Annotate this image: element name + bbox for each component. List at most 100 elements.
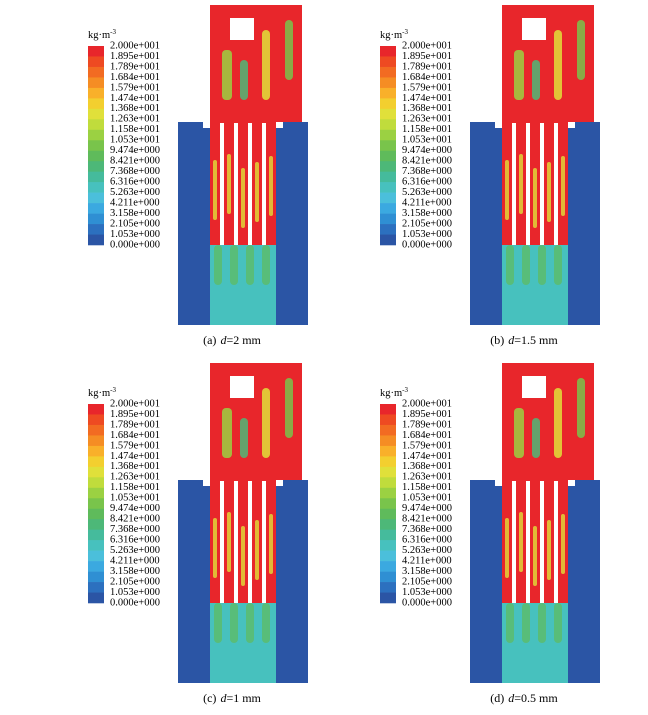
legend-label: 7.368e+000 xyxy=(110,166,160,177)
colorbar-band xyxy=(88,213,104,225)
legend-label: 2.000e+001 xyxy=(402,398,452,409)
caption: (d) d=0.5 mm xyxy=(490,691,558,705)
colorbar-band xyxy=(380,108,396,120)
legend-label: 6.316e+000 xyxy=(110,535,160,546)
flow-streak xyxy=(577,20,585,80)
legend-label: 6.316e+000 xyxy=(402,535,452,546)
legend-label: 3.158e+000 xyxy=(110,208,160,219)
flow-streak xyxy=(554,603,562,643)
panel: kg·m-32.000e+0011.895e+0011.789e+0011.68… xyxy=(380,363,600,705)
flow-streak xyxy=(241,168,245,228)
colorbar-band xyxy=(380,571,396,583)
unit: kg·m xyxy=(380,30,402,41)
flow-streak xyxy=(262,30,270,100)
colorbar-band xyxy=(380,592,396,604)
flow-streak xyxy=(519,512,523,572)
caption-symbol: d xyxy=(220,333,227,347)
legend-label: 1.684e+001 xyxy=(402,72,452,83)
colorbar-band xyxy=(88,224,104,235)
legend-label: 0.000e+000 xyxy=(402,239,452,250)
caption-value: =0.5 mm xyxy=(514,691,558,705)
legend-label: 1.053e+000 xyxy=(110,587,160,598)
colorbar-band xyxy=(88,140,104,152)
legend-label: 1.684e+001 xyxy=(110,72,160,83)
legend-label: 5.263e+000 xyxy=(110,545,160,556)
colorbar-band xyxy=(380,224,396,235)
flow-streak xyxy=(255,520,259,580)
flow-streak xyxy=(240,418,248,458)
caption-value: =1.5 mm xyxy=(514,333,558,347)
flow-streak xyxy=(554,388,562,458)
caption-label: (d) xyxy=(490,691,504,705)
flow-streak xyxy=(577,378,585,438)
colorbar-band xyxy=(88,477,104,489)
colorbar-band xyxy=(380,561,396,572)
flow-streak xyxy=(514,50,524,100)
colorbar-band xyxy=(88,171,104,183)
legend-label: 1.158e+001 xyxy=(402,124,452,135)
right-wall xyxy=(568,480,600,683)
colorbar-band xyxy=(88,119,104,131)
colorbar-band xyxy=(380,456,396,468)
caption-label: (b) xyxy=(490,333,504,347)
flow-streak xyxy=(285,378,293,438)
colorbar-band xyxy=(88,77,104,89)
caption: (a) d=2 mm xyxy=(203,333,261,347)
caption-label: (c) xyxy=(203,691,216,705)
colorbar-band xyxy=(88,592,104,604)
caption-value: =1 mm xyxy=(226,691,261,705)
colorbar-band xyxy=(380,519,396,530)
legend-label: 2.105e+000 xyxy=(110,218,160,229)
colorbar-band xyxy=(88,487,104,499)
legend-label: 1.474e+001 xyxy=(110,451,160,462)
colorbar-band xyxy=(380,77,396,89)
colorbar-band xyxy=(380,414,396,426)
notch xyxy=(276,480,283,486)
legend-label: 1.474e+001 xyxy=(402,451,452,462)
colorbar-band xyxy=(380,46,396,57)
colorbar-band xyxy=(88,129,104,141)
colorbar-band xyxy=(88,404,104,415)
legend-label: 1.263e+001 xyxy=(110,472,160,483)
legend-label: 3.158e+000 xyxy=(110,566,160,577)
left-wall xyxy=(470,480,502,683)
flow-streak xyxy=(255,162,259,222)
legend-label: 3.158e+000 xyxy=(402,566,452,577)
legend-label: 5.263e+000 xyxy=(402,187,452,198)
colorbar-band xyxy=(380,582,396,593)
colorbar-band xyxy=(88,529,104,541)
unit: kg·m xyxy=(88,388,110,399)
colorbar-band xyxy=(88,87,104,99)
legend-label: 9.474e+000 xyxy=(110,145,160,156)
inlet-hole xyxy=(522,376,546,398)
flow-streak xyxy=(538,245,546,285)
legend-label: 2.105e+000 xyxy=(402,218,452,229)
colorbar-band xyxy=(88,150,104,162)
colorbar-band xyxy=(380,66,396,78)
colorbar-band xyxy=(88,519,104,530)
notch xyxy=(495,122,502,128)
flow-streak xyxy=(514,408,524,458)
colorbar-band xyxy=(380,182,396,193)
flow-streak xyxy=(262,388,270,458)
legend-label: 1.895e+001 xyxy=(402,409,452,420)
legend-label: 4.211e+000 xyxy=(402,556,452,567)
colorbar-band xyxy=(88,46,104,57)
unit: kg·m xyxy=(380,388,402,399)
unit-exponent: -3 xyxy=(110,386,116,394)
legend-label: 1.579e+001 xyxy=(402,440,452,451)
colorbar-band xyxy=(88,550,104,562)
flow-streak xyxy=(222,408,232,458)
colorbar-band xyxy=(88,66,104,78)
legend-label: 1.789e+001 xyxy=(110,61,160,72)
legend-label: 1.474e+001 xyxy=(402,93,452,104)
legend-label: 8.421e+000 xyxy=(110,514,160,525)
colorbar-band xyxy=(380,435,396,447)
legend-label: 2.000e+001 xyxy=(110,40,160,51)
legend-label: 1.684e+001 xyxy=(402,430,452,441)
panel: kg·m-32.000e+0011.895e+0011.789e+0011.68… xyxy=(380,5,600,347)
legend-label: 9.474e+000 xyxy=(402,503,452,514)
unit-exponent: -3 xyxy=(402,28,408,36)
legend-label: 2.000e+001 xyxy=(402,40,452,51)
colorbar-band xyxy=(88,234,104,246)
